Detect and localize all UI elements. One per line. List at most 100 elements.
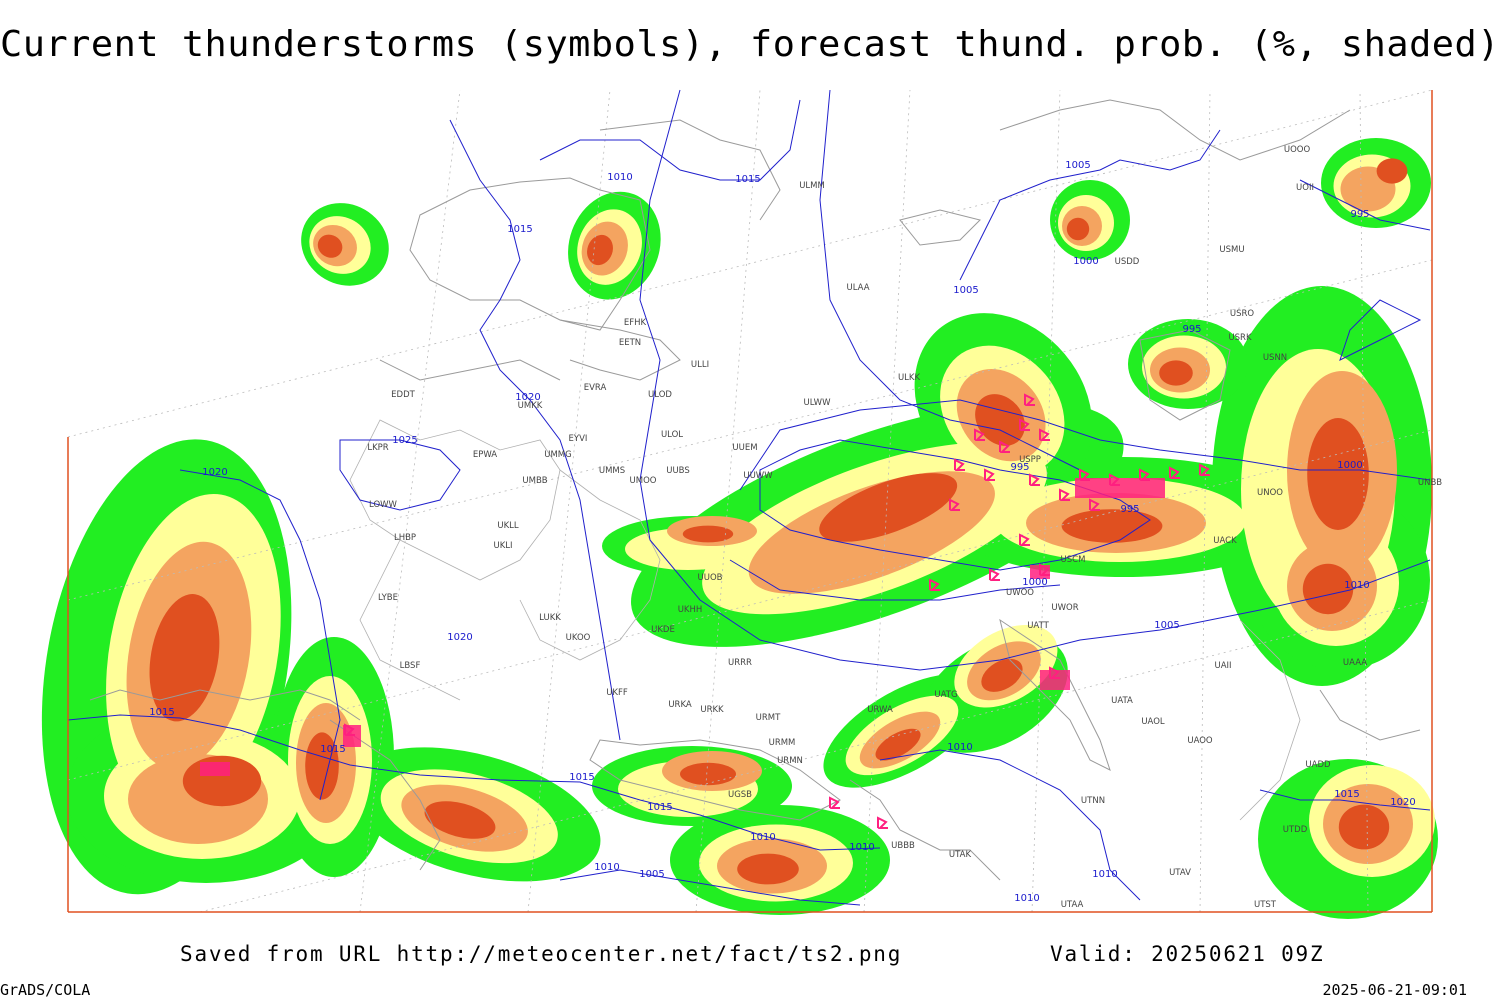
station-label: EFHK bbox=[624, 318, 647, 328]
isobar-label: 1010 bbox=[750, 832, 775, 843]
isobar-label: 1010 bbox=[947, 742, 972, 753]
station-label: USNN bbox=[1263, 353, 1287, 363]
isobar-label: 1005 bbox=[1065, 160, 1090, 171]
station-label: UUEM bbox=[732, 443, 757, 453]
station-label: UATA bbox=[1111, 696, 1133, 706]
storm-symbol bbox=[1169, 466, 1180, 479]
storm-symbol bbox=[929, 578, 940, 591]
isobar-label: 1000 bbox=[1337, 460, 1362, 471]
station-label: UAII bbox=[1214, 661, 1231, 671]
isobar-label: 1015 bbox=[1334, 789, 1359, 800]
storm-symbol bbox=[989, 568, 1000, 581]
station-label: LBSF bbox=[400, 661, 421, 671]
storm-symbol bbox=[877, 816, 888, 829]
storm-symbol bbox=[1039, 428, 1050, 441]
station-label: UADD bbox=[1305, 760, 1331, 770]
storm-symbol bbox=[1059, 488, 1070, 501]
station-label: UTDD bbox=[1283, 825, 1308, 835]
isobar-label: 1015 bbox=[320, 744, 345, 755]
station-label: UAAA bbox=[1343, 658, 1367, 668]
coastline bbox=[999, 99, 1351, 161]
isobar bbox=[559, 869, 861, 906]
isobar bbox=[959, 129, 1221, 281]
software: GrADS/COLA bbox=[0, 981, 90, 999]
isobar-label: 1005 bbox=[1154, 620, 1179, 631]
station-label: UMOO bbox=[630, 476, 657, 486]
station-label: EPWA bbox=[473, 450, 497, 460]
coastline bbox=[379, 359, 561, 381]
station-label: ULOD bbox=[648, 390, 672, 400]
source-url: Saved from URL http://meteocenter.net/fa… bbox=[180, 942, 902, 966]
isobar-label: 1010 bbox=[1014, 893, 1039, 904]
shade-area bbox=[1066, 217, 1090, 241]
station-label: ULAA bbox=[846, 283, 869, 293]
shade-area bbox=[305, 732, 339, 800]
coastline bbox=[559, 319, 681, 381]
storm-symbol bbox=[1089, 498, 1100, 511]
station-label: LKPR bbox=[367, 443, 388, 453]
isobar-label: 995 bbox=[1120, 504, 1139, 515]
storm-symbol bbox=[954, 458, 965, 471]
isobar bbox=[729, 559, 1061, 601]
isobar bbox=[179, 469, 341, 801]
shade-area bbox=[424, 801, 496, 839]
graticule-line bbox=[67, 429, 1433, 781]
station-label: UMBB bbox=[522, 476, 547, 486]
isobar-label: 1010 bbox=[1092, 869, 1117, 880]
station-label: ULMM bbox=[799, 181, 825, 191]
shade-area bbox=[981, 658, 1023, 692]
isobar-label: 1005 bbox=[953, 285, 978, 296]
storm-symbol bbox=[949, 498, 960, 511]
station-label: USMU bbox=[1219, 245, 1244, 255]
storm-cluster bbox=[1075, 478, 1165, 498]
isobar-label: 1020 bbox=[515, 392, 540, 403]
shade-area bbox=[1338, 804, 1390, 850]
shade-area bbox=[819, 473, 958, 542]
station-label: UKHH bbox=[678, 605, 703, 615]
isobar bbox=[639, 89, 1431, 671]
station-label: LYBE bbox=[378, 593, 398, 603]
isobar-label: 1020 bbox=[447, 632, 472, 643]
graticule-line bbox=[199, 599, 1433, 913]
isobar-label: 1025 bbox=[392, 435, 417, 446]
isobar-label: 1020 bbox=[1390, 797, 1415, 808]
shade-area bbox=[875, 728, 921, 761]
isobar-label: 1010 bbox=[594, 862, 619, 873]
station-label: UKLI bbox=[493, 541, 512, 551]
graticule-line bbox=[1031, 89, 1061, 913]
station-label: USRO bbox=[1230, 309, 1255, 319]
station-label: URMT bbox=[756, 713, 781, 723]
isobar-label: 1015 bbox=[507, 224, 532, 235]
shade-area bbox=[680, 762, 736, 786]
isobar bbox=[739, 399, 1431, 491]
storm-symbol bbox=[1024, 393, 1035, 406]
station-label: UAOO bbox=[1187, 736, 1213, 746]
isobar-label: 1015 bbox=[149, 707, 174, 718]
graticule bbox=[67, 89, 1433, 913]
storm-symbol bbox=[1199, 463, 1210, 476]
station-label: EVRA bbox=[584, 383, 607, 393]
station-label: EYVI bbox=[569, 434, 588, 444]
station-label: UAOL bbox=[1141, 717, 1165, 727]
isobar bbox=[879, 749, 1141, 901]
graticule-line bbox=[67, 259, 1433, 601]
borders bbox=[349, 419, 1301, 821]
station-label: UUWW bbox=[743, 471, 773, 481]
storm-symbol bbox=[1019, 533, 1030, 546]
shade-area bbox=[1061, 509, 1163, 543]
station-label: UMMS bbox=[599, 466, 625, 476]
shade-area bbox=[587, 234, 613, 266]
station-label: UATG bbox=[934, 690, 957, 700]
station-label: EETN bbox=[619, 338, 641, 348]
isobar-label: 1000 bbox=[1022, 577, 1047, 588]
graticule-line bbox=[1199, 89, 1211, 913]
isobar-label: 1015 bbox=[647, 802, 672, 813]
station-label: LOWW bbox=[369, 500, 398, 510]
isobar-label: 1020 bbox=[202, 467, 227, 478]
station-label: ULOL bbox=[661, 430, 683, 440]
station-label: URMM bbox=[769, 738, 796, 748]
storm-symbol bbox=[1029, 473, 1040, 486]
storm-symbol bbox=[999, 440, 1010, 453]
